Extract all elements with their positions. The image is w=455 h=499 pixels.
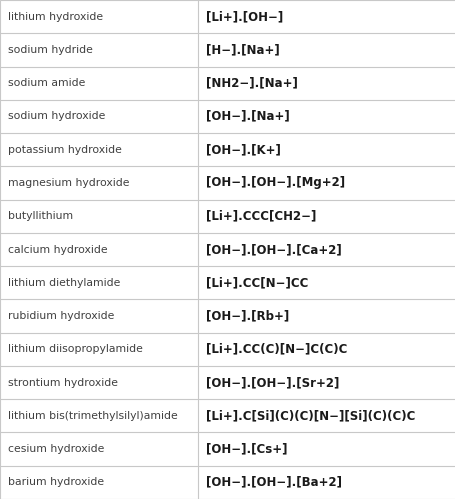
Text: [OH−].[Cs+]: [OH−].[Cs+] [206,443,287,456]
Text: lithium hydroxide: lithium hydroxide [8,11,103,21]
Text: strontium hydroxide: strontium hydroxide [8,378,118,388]
Text: [NH2−].[Na+]: [NH2−].[Na+] [206,77,298,90]
Text: lithium diisopropylamide: lithium diisopropylamide [8,344,142,354]
Text: [OH−].[K+]: [OH−].[K+] [206,143,281,156]
Text: rubidium hydroxide: rubidium hydroxide [8,311,114,321]
Text: [OH−].[Rb+]: [OH−].[Rb+] [206,309,289,322]
Text: magnesium hydroxide: magnesium hydroxide [8,178,129,188]
Text: potassium hydroxide: potassium hydroxide [8,145,121,155]
Text: lithium diethylamide: lithium diethylamide [8,278,120,288]
Text: [OH−].[Na+]: [OH−].[Na+] [206,110,289,123]
Text: sodium hydride: sodium hydride [8,45,93,55]
Text: [Li+].CC[N−]CC: [Li+].CC[N−]CC [206,276,308,289]
Text: cesium hydroxide: cesium hydroxide [8,444,104,454]
Text: sodium amide: sodium amide [8,78,85,88]
Text: [OH−].[OH−].[Sr+2]: [OH−].[OH−].[Sr+2] [206,376,339,389]
Text: butyllithium: butyllithium [8,211,73,221]
Text: lithium bis(trimethylsilyl)amide: lithium bis(trimethylsilyl)amide [8,411,177,421]
Text: sodium hydroxide: sodium hydroxide [8,111,105,121]
Text: barium hydroxide: barium hydroxide [8,478,104,488]
Text: calcium hydroxide: calcium hydroxide [8,245,107,254]
Text: [Li+].[OH−]: [Li+].[OH−] [206,10,283,23]
Text: [OH−].[OH−].[Mg+2]: [OH−].[OH−].[Mg+2] [206,177,345,190]
Text: [Li+].CC(C)[N−]C(C)C: [Li+].CC(C)[N−]C(C)C [206,343,347,356]
Text: [H−].[Na+]: [H−].[Na+] [206,43,279,56]
Text: [OH−].[OH−].[Ba+2]: [OH−].[OH−].[Ba+2] [206,476,342,489]
Text: [OH−].[OH−].[Ca+2]: [OH−].[OH−].[Ca+2] [206,243,341,256]
Text: [Li+].CCC[CH2−]: [Li+].CCC[CH2−] [206,210,316,223]
Text: [Li+].C[Si](C)(C)[N−][Si](C)(C)C: [Li+].C[Si](C)(C)[N−][Si](C)(C)C [206,409,415,422]
